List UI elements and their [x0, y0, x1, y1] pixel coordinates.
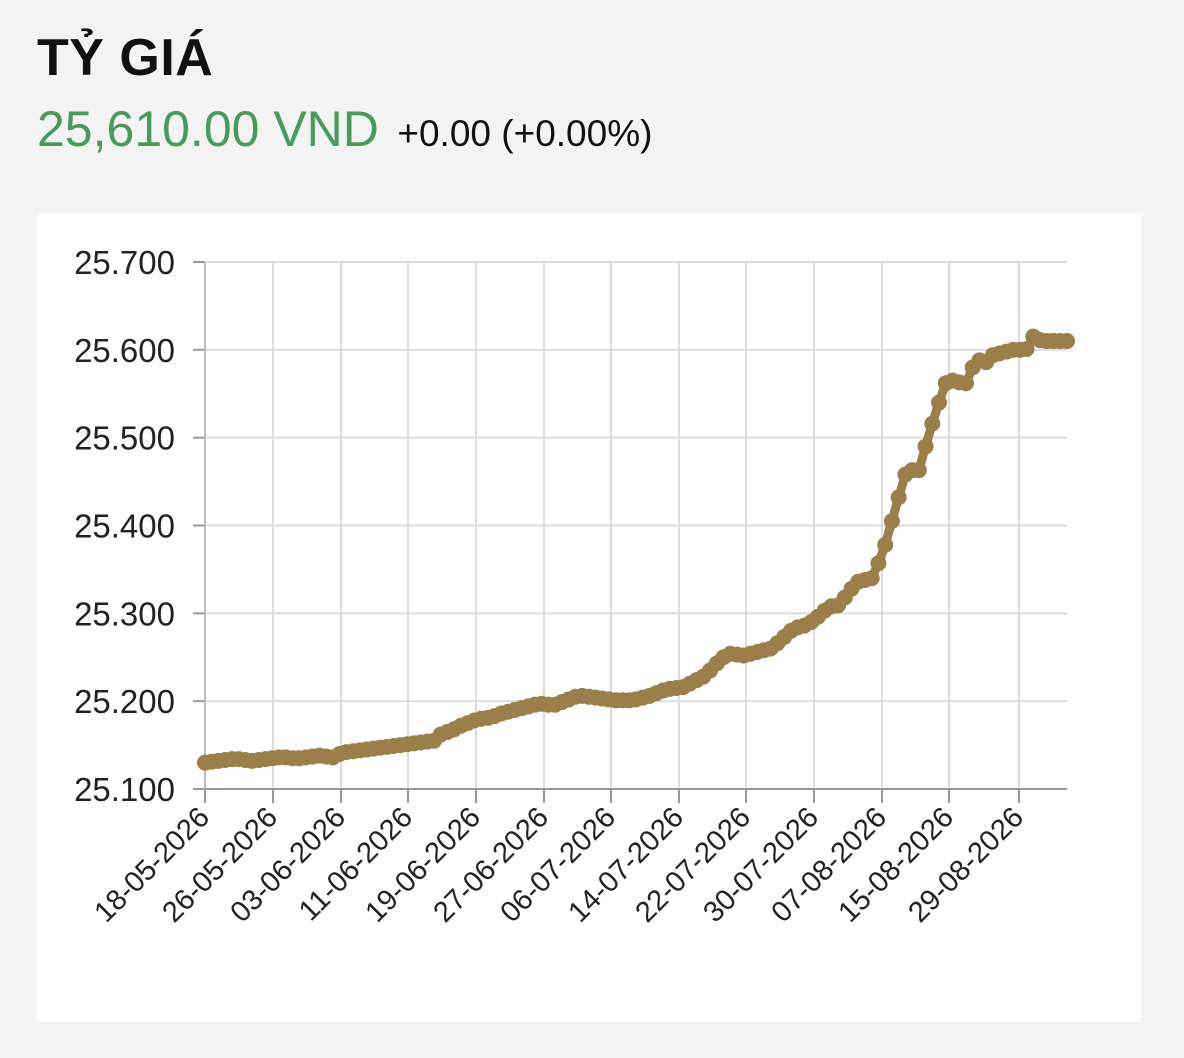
data-point [917, 438, 934, 455]
chart-card: 25.700 25.600 25.500 25.400 25.300 25.200 25.1… [37, 214, 1141, 1022]
data-point [890, 489, 907, 506]
data-point [931, 394, 948, 411]
grid-layer [204, 261, 1067, 790]
y-tick-label: 25.700 [74, 244, 175, 281]
axis-layer [193, 261, 1067, 803]
tick-label-layer: 25.700 25.600 25.500 25.400 25.300 25.200 25.1… [74, 244, 1030, 929]
y-tick-label: 25.200 [74, 683, 175, 720]
y-tick-label: 25.500 [74, 420, 175, 457]
series-layer [197, 328, 1075, 771]
data-point [1018, 340, 1035, 357]
data-point [863, 570, 880, 587]
page-title: TỶ GIÁ [37, 29, 214, 87]
data-point [877, 536, 894, 553]
y-tick-label: 25.600 [74, 332, 175, 369]
data-point [870, 555, 887, 572]
data-point [883, 513, 900, 530]
data-point [910, 462, 927, 479]
data-point [924, 415, 941, 432]
rate-summary: 25,610.00 VND +0.00 (+0.00%) [37, 100, 652, 158]
exchange-rate-line-chart: 25.700 25.600 25.500 25.400 25.300 25.200 25.1… [74, 244, 1075, 929]
data-point [957, 375, 974, 392]
y-tick-label: 25.100 [74, 771, 175, 808]
exchange-rate-value: 25,610.00 VND [37, 101, 379, 157]
rate-change: +0.00 (+0.00%) [397, 113, 653, 154]
data-point [1059, 333, 1075, 350]
y-tick-label: 25.300 [74, 595, 175, 632]
y-tick-label: 25.400 [74, 508, 175, 545]
